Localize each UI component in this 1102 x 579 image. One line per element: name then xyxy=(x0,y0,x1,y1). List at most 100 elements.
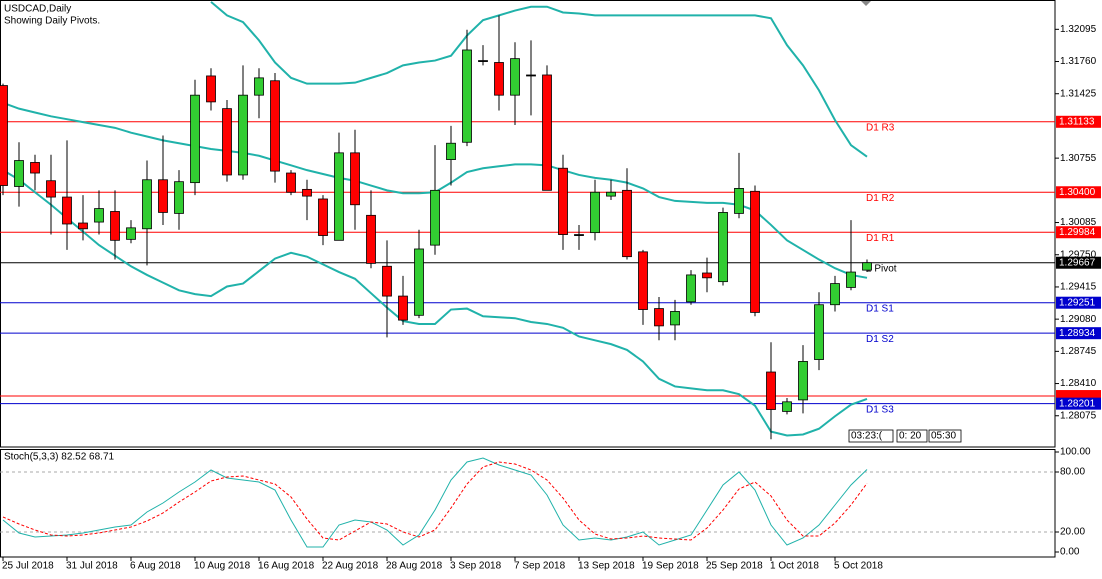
candle-body xyxy=(318,198,328,236)
candle-body xyxy=(398,295,408,321)
pivot-name: D1 S3 xyxy=(866,404,894,415)
candle-body xyxy=(542,74,552,191)
price-box xyxy=(1056,256,1101,269)
price-box-label: 1.28934 xyxy=(1059,328,1096,339)
candle-body xyxy=(46,180,56,198)
y-tick-label: 1.31425 xyxy=(1060,88,1097,99)
candle-body xyxy=(206,75,216,103)
x-tick-label: 6 Aug 2018 xyxy=(130,561,181,572)
candle-body xyxy=(446,142,456,160)
candle-body xyxy=(846,271,856,288)
candle-body xyxy=(750,190,760,313)
candle-body xyxy=(30,162,40,174)
candle-body xyxy=(638,251,648,310)
y-tick-label: 1.28745 xyxy=(1060,346,1097,357)
timer-label: 03:23:( xyxy=(851,431,883,442)
candle-body xyxy=(110,211,120,241)
price-box-label: 1.31133 xyxy=(1059,116,1095,127)
candle-body xyxy=(62,196,72,225)
timer-label: 05:30 xyxy=(931,431,956,442)
candle-body xyxy=(574,234,584,236)
candle-body xyxy=(462,49,472,143)
price-box xyxy=(1056,327,1101,340)
candle-body xyxy=(478,60,488,62)
pivot-name: D1 S1 xyxy=(866,303,894,314)
x-tick-label: 10 Aug 2018 xyxy=(194,561,251,572)
main-plot: D1 R3 D1 R2 D1 R1 1 Pivot D1 S1 D1 S2 D1 S3 03:… xyxy=(0,1,1055,443)
candle-body xyxy=(526,74,536,77)
y-tick-label: 20.00 xyxy=(1060,527,1085,538)
y-tick-label: 1.28075 xyxy=(1060,410,1097,421)
pivot-name: D1 S2 xyxy=(866,334,894,345)
stoch-plot xyxy=(0,457,1055,548)
candle-body xyxy=(286,172,296,193)
candle-body xyxy=(14,160,24,187)
shift-marker xyxy=(861,1,871,6)
candle-body xyxy=(494,62,504,96)
price-box-label: 1.29984 xyxy=(1059,227,1096,238)
candle-body xyxy=(94,208,104,223)
main-plot-frame xyxy=(0,0,1056,448)
candle-body xyxy=(366,214,376,264)
candle-body xyxy=(590,191,600,234)
candle-body xyxy=(382,265,392,297)
y-tick-label: 1.29080 xyxy=(1060,314,1097,325)
price-box xyxy=(1056,186,1101,199)
timer-label: 0: 20 xyxy=(899,431,922,442)
candle-body xyxy=(158,179,168,213)
price-box-label: 1.28201 xyxy=(1059,398,1096,409)
candle-body xyxy=(862,262,872,271)
y-tick-label: 100.00 xyxy=(1060,447,1091,458)
candle-body xyxy=(254,77,264,96)
chart-subtitle: Showing Daily Pivots. xyxy=(4,16,100,27)
candle-body xyxy=(0,85,8,186)
x-tick-label: 13 Sep 2018 xyxy=(578,561,635,572)
stoch-plot-frame xyxy=(0,449,1056,558)
candle-body xyxy=(718,212,728,283)
x-tick-label: 19 Sep 2018 xyxy=(642,561,699,572)
candle-body xyxy=(830,283,840,306)
price-box xyxy=(1056,115,1101,128)
y-tick-label: 0.00 xyxy=(1060,547,1080,558)
y-tick-label: 1.30755 xyxy=(1060,153,1097,164)
candle-body xyxy=(430,189,440,246)
candle-body xyxy=(686,274,696,303)
x-tick-label: 31 Jul 2018 xyxy=(66,561,118,572)
pivot-name: D1 R1 xyxy=(866,233,895,244)
x-tick-label: 25 Sep 2018 xyxy=(706,561,763,572)
candle-body xyxy=(78,222,88,230)
pivot-name: 1 Pivot xyxy=(866,263,897,274)
candle-body xyxy=(782,401,792,412)
candle-body xyxy=(126,227,136,240)
y-tick-label: 1.32095 xyxy=(1060,24,1097,35)
candle-body xyxy=(350,152,360,206)
x-tick-label: 22 Aug 2018 xyxy=(322,561,379,572)
timer-box xyxy=(848,429,894,443)
price-box-label: 1.29251 xyxy=(1059,297,1096,308)
price-box-label: 1.29667 xyxy=(1059,257,1096,268)
x-tick-label: 5 Oct 2018 xyxy=(834,561,883,572)
candle-body xyxy=(606,191,616,197)
x-tick-label: 1 Oct 2018 xyxy=(770,561,819,572)
y-tick-label: 1.28410 xyxy=(1060,378,1097,389)
stoch-line xyxy=(2,461,868,541)
y-tick-label: 1.29415 xyxy=(1060,282,1097,293)
timer-box xyxy=(896,429,928,443)
x-tick-label: 7 Sep 2018 xyxy=(514,561,566,572)
timer-box xyxy=(928,429,962,443)
candle-body xyxy=(510,58,520,96)
candle-body xyxy=(766,371,776,410)
x-tick-label: 16 Aug 2018 xyxy=(258,561,315,572)
candle-body xyxy=(798,361,808,401)
price-box xyxy=(1056,397,1101,410)
price-box xyxy=(1056,226,1101,239)
x-tick-label: 3 Sep 2018 xyxy=(450,561,502,572)
candle-body xyxy=(190,94,200,184)
candle-body xyxy=(558,167,568,235)
price-box xyxy=(1056,296,1101,309)
x-tick-label: 25 Jul 2018 xyxy=(2,561,54,572)
candle-body xyxy=(670,311,680,326)
candle-body xyxy=(142,179,152,230)
